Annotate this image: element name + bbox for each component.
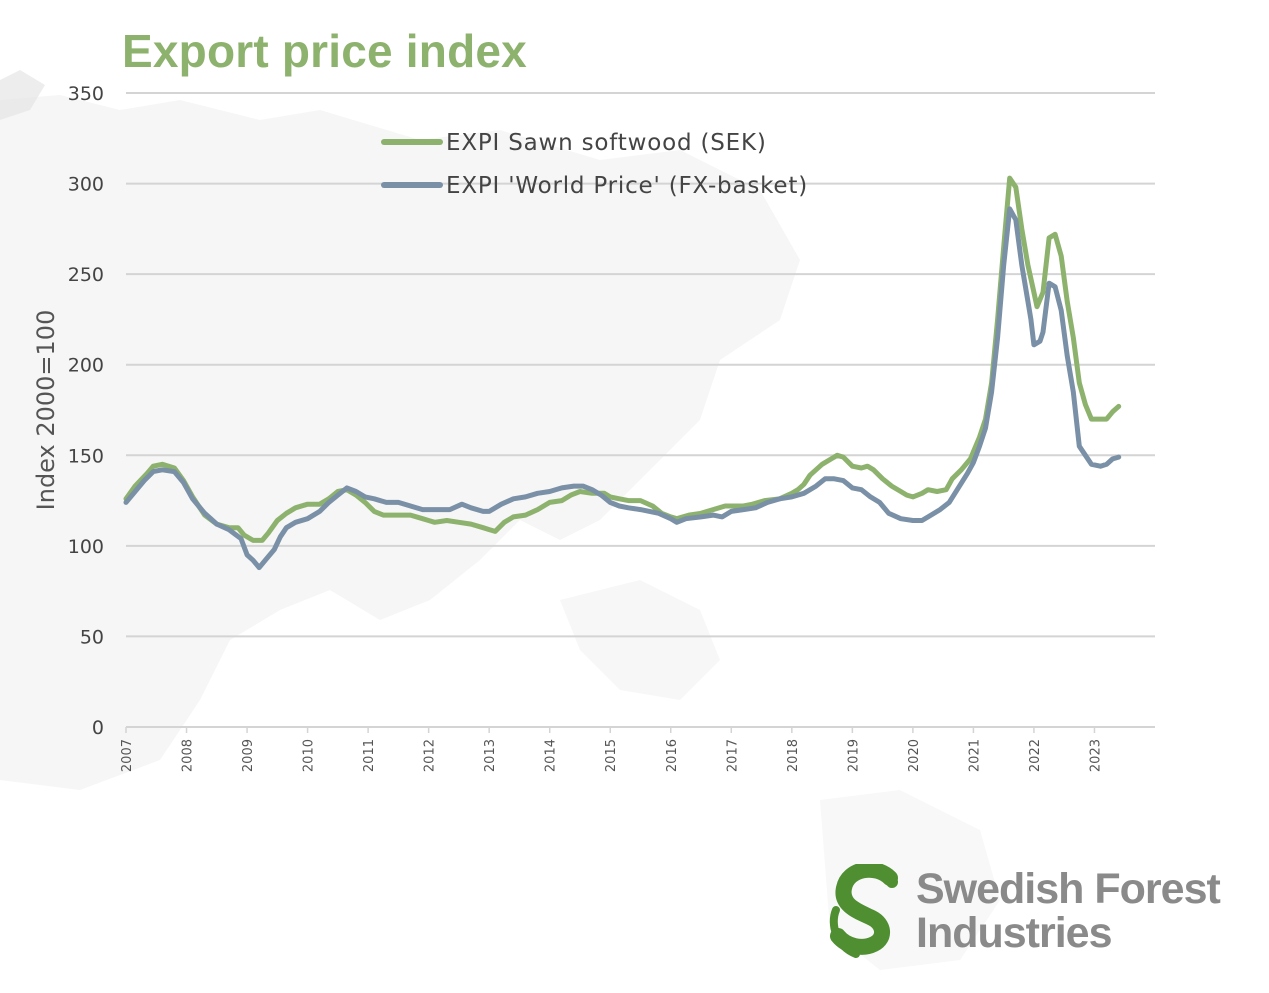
y-tick-label: 250 [68, 264, 104, 286]
series-line-world-price [123, 206, 1122, 571]
x-tick-label: 2020 [907, 739, 922, 772]
y-tick-label: 100 [68, 536, 104, 558]
x-tick-label: 2014 [544, 739, 559, 772]
swedish-forest-industries-logo: Swedish Forest Industries [826, 862, 1236, 962]
page-title: Export price index [122, 25, 527, 77]
y-tick-label: 50 [80, 626, 104, 648]
x-tick-label: 2009 [241, 739, 256, 772]
series-lines [123, 175, 1122, 571]
x-tick-label: 2008 [181, 739, 196, 772]
logo-text-line1: Swedish Forest [916, 865, 1221, 913]
legend-label-world-price: EXPI 'World Price' (FX-basket) [446, 173, 808, 199]
x-tick-label: 2010 [302, 739, 317, 772]
x-tick-label: 2011 [362, 739, 377, 772]
x-tick-label: 2013 [483, 739, 498, 772]
y-tick-label: 350 [68, 83, 104, 105]
x-tick-label: 2023 [1088, 739, 1103, 772]
y-tick-label: 300 [68, 174, 104, 196]
x-tick-label: 2012 [423, 739, 438, 772]
x-tick-label: 2019 [846, 739, 861, 772]
x-tick-label: 2022 [1028, 739, 1043, 772]
y-tick-label: 150 [68, 445, 104, 467]
x-tick-label: 2017 [725, 739, 740, 772]
legend: EXPI Sawn softwood (SEK) EXPI 'World Pri… [381, 130, 808, 199]
y-axis-label: Index 2000=100 [32, 310, 60, 511]
x-tick-label: 2007 [120, 739, 135, 772]
logo-text-line2: Industries [916, 909, 1112, 957]
y-tick-label: 0 [92, 717, 104, 739]
x-axis-ticks: 2007 2008 2009 2010 2011 2012 2013 2014 2015 2016… [120, 727, 1103, 772]
x-tick-label: 2018 [786, 739, 801, 772]
x-tick-label: 2016 [665, 739, 680, 772]
y-axis-ticks: 0 50 100 150 200 250 300 350 [68, 83, 104, 739]
series-line-sawn-softwood [123, 175, 1122, 543]
y-tick-label: 200 [68, 355, 104, 377]
legend-label-sawn-softwood: EXPI Sawn softwood (SEK) [446, 130, 767, 156]
logo-s-icon [829, 864, 898, 958]
x-tick-label: 2015 [604, 739, 619, 772]
gridlines [126, 92, 1155, 728]
x-tick-label: 2021 [967, 739, 982, 772]
